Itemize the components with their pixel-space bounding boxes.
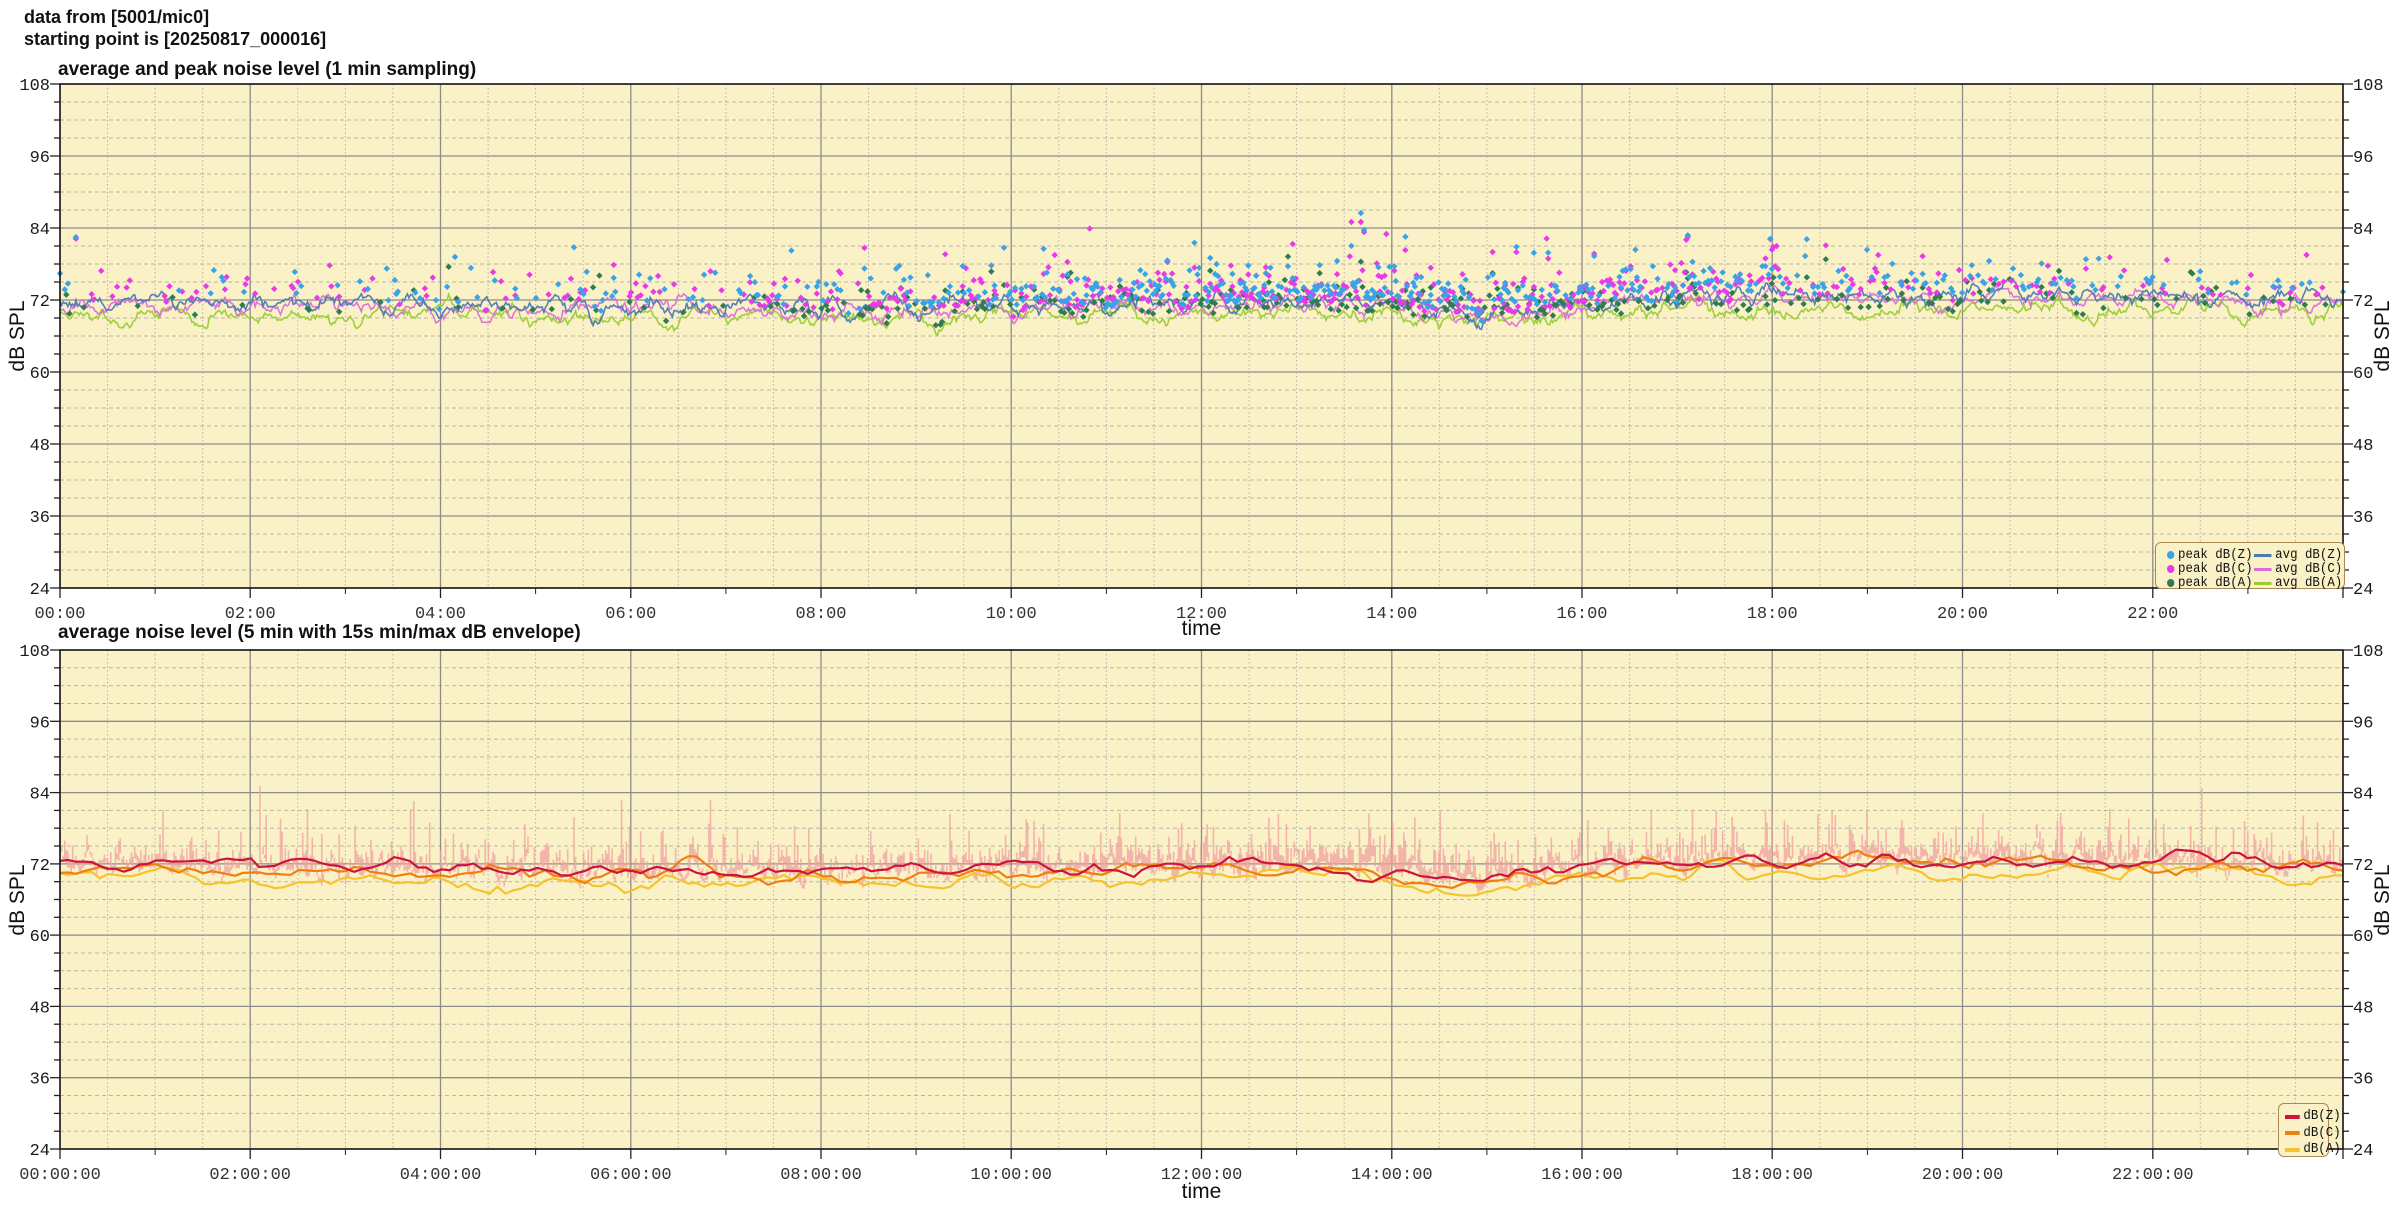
svg-text:60: 60 [30,365,50,384]
svg-text:84: 84 [30,786,50,805]
svg-text:48: 48 [30,437,50,456]
svg-text:08:00:00: 08:00:00 [780,1166,862,1185]
svg-text:18:00:00: 18:00:00 [1731,1166,1813,1185]
svg-text:24: 24 [30,1142,50,1161]
svg-text:108: 108 [2353,77,2384,96]
svg-text:18:00: 18:00 [1747,605,1798,624]
svg-text:06:00: 06:00 [605,605,656,624]
svg-text:84: 84 [2353,786,2373,805]
svg-text:96: 96 [2353,714,2373,733]
svg-text:02:00:00: 02:00:00 [209,1166,291,1185]
svg-text:108: 108 [19,643,50,662]
svg-text:108: 108 [2353,643,2384,662]
svg-text:96: 96 [2353,149,2373,168]
svg-text:24: 24 [2353,581,2373,600]
svg-text:96: 96 [30,149,50,168]
svg-text:96: 96 [30,714,50,733]
svg-text:48: 48 [30,999,50,1018]
svg-text:22:00:00: 22:00:00 [2112,1166,2194,1185]
svg-text:10:00:00: 10:00:00 [970,1166,1052,1185]
svg-text:36: 36 [30,1071,50,1090]
svg-text:08:00: 08:00 [795,605,846,624]
svg-text:04:00:00: 04:00:00 [400,1166,482,1185]
svg-text:06:00:00: 06:00:00 [590,1166,672,1185]
svg-text:24: 24 [2353,1142,2373,1161]
svg-text:108: 108 [19,77,50,96]
svg-text:24: 24 [30,581,50,600]
svg-text:48: 48 [2353,437,2373,456]
svg-text:20:00:00: 20:00:00 [1922,1166,2004,1185]
svg-text:36: 36 [30,509,50,528]
svg-text:00:00:00: 00:00:00 [19,1166,101,1185]
svg-text:72: 72 [30,293,50,312]
svg-text:36: 36 [2353,509,2373,528]
svg-text:16:00: 16:00 [1556,605,1607,624]
svg-text:22:00: 22:00 [2127,605,2178,624]
svg-text:14:00: 14:00 [1366,605,1417,624]
svg-text:10:00: 10:00 [986,605,1037,624]
svg-text:84: 84 [30,221,50,240]
svg-text:16:00:00: 16:00:00 [1541,1166,1623,1185]
svg-text:48: 48 [2353,999,2373,1018]
svg-text:84: 84 [2353,221,2373,240]
svg-text:72: 72 [30,857,50,876]
svg-text:20:00: 20:00 [1937,605,1988,624]
svg-text:60: 60 [30,928,50,947]
svg-text:36: 36 [2353,1071,2373,1090]
svg-text:14:00:00: 14:00:00 [1351,1166,1433,1185]
